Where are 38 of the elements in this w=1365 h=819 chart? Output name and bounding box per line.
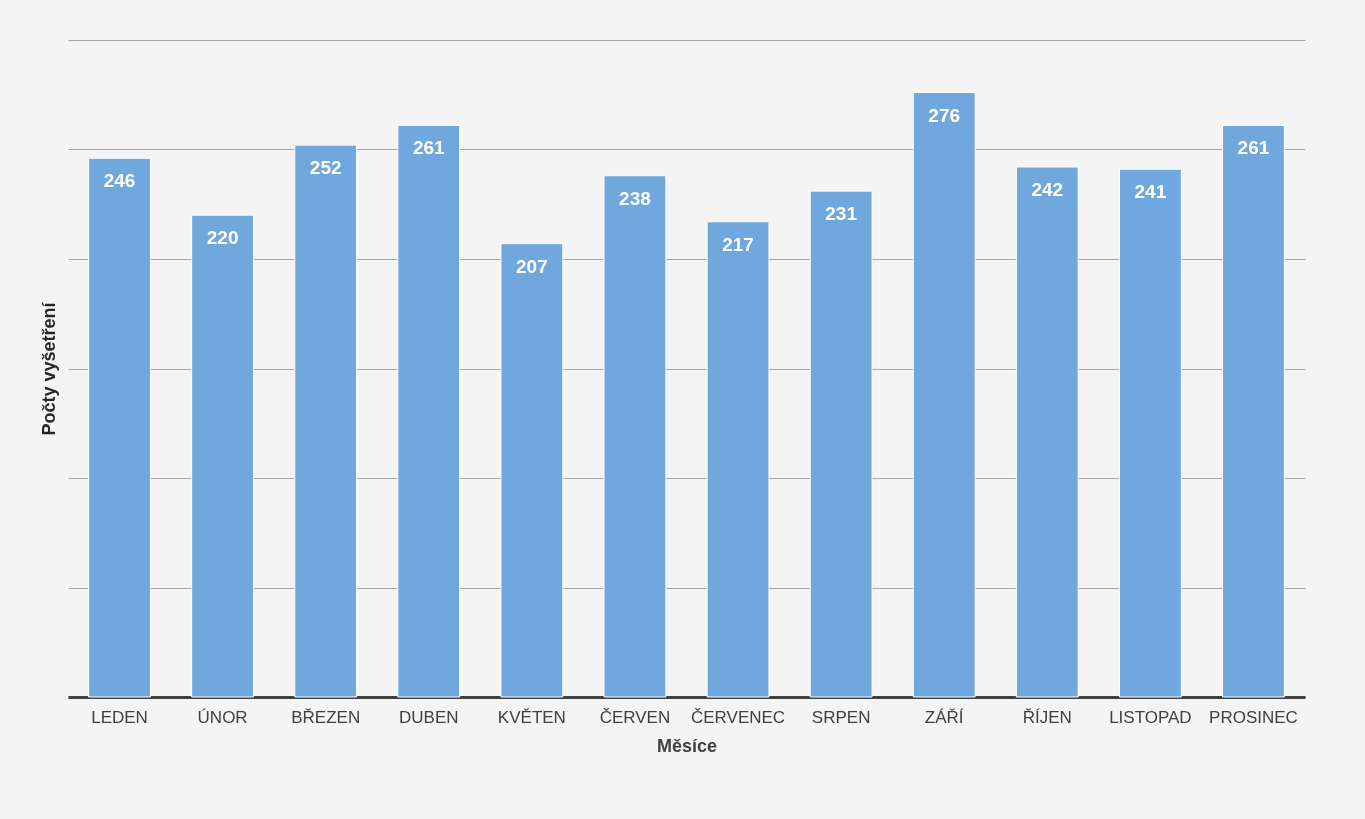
bar	[191, 214, 255, 698]
x-tick-label: ZÁŘÍ	[924, 707, 964, 727]
x-tick-label: LEDEN	[91, 707, 148, 727]
data-label: 276	[928, 104, 961, 126]
data-label: 238	[619, 187, 651, 209]
data-label: 217	[722, 233, 754, 255]
data-label: 261	[1237, 137, 1270, 159]
x-tick-label: ŘÍJEN	[1022, 707, 1072, 727]
x-axis-title: Měsíce	[656, 735, 718, 756]
bar	[397, 124, 461, 698]
bar	[706, 221, 770, 698]
bar	[1118, 168, 1182, 698]
x-tick-label: LISTOPAD	[1109, 707, 1192, 727]
x-tick-label: DUBEN	[399, 707, 459, 727]
data-label: 207	[516, 255, 548, 277]
data-label: 242	[1031, 179, 1064, 201]
x-tick-label: KVĚTEN	[497, 707, 566, 727]
bar	[912, 92, 976, 698]
bar	[500, 243, 564, 698]
bar	[1222, 124, 1285, 698]
data-label: 241	[1134, 181, 1167, 203]
data-label: 220	[206, 227, 239, 249]
y-axis-title: Počty vyšetření	[38, 301, 59, 436]
data-label: 231	[825, 203, 858, 225]
data-label: 261	[412, 137, 446, 159]
x-tick-label: ÚNOR	[197, 707, 248, 727]
x-tick-label: BŘEZEN	[291, 707, 361, 727]
data-label: 246	[103, 170, 136, 192]
x-tick-label: PROSINEC	[1209, 707, 1298, 727]
bar	[603, 175, 667, 698]
bar	[294, 144, 358, 698]
x-tick-label: SRPEN	[811, 707, 871, 727]
bar	[88, 157, 151, 698]
x-tick-label: ČERVEN	[599, 707, 671, 727]
data-label: 252	[309, 157, 342, 179]
bar	[1015, 166, 1079, 698]
bar	[809, 190, 873, 698]
x-tick-label: ČERVENEC	[690, 707, 786, 727]
